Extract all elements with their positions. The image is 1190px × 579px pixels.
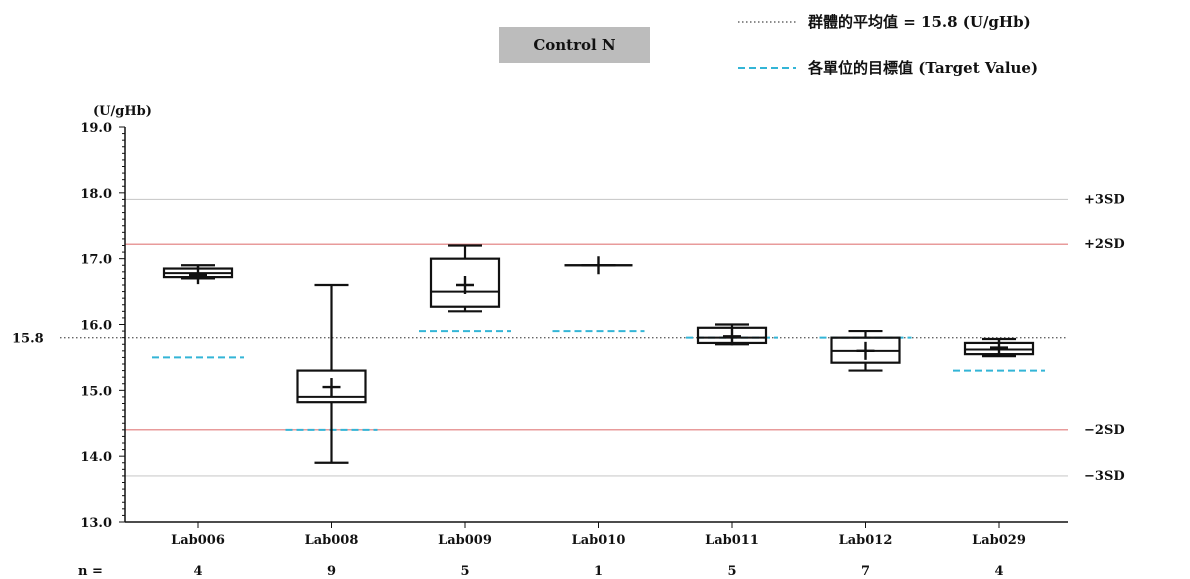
iqr-box xyxy=(296,369,367,404)
legend: 群體的平均值 = 15.8 (U/gHb) 各單位的目標值 (Target Val… xyxy=(738,13,1038,77)
n-value: 1 xyxy=(594,564,603,579)
y-tick-label: 19.0 xyxy=(80,121,112,136)
y-tick-label: 14.0 xyxy=(80,450,112,465)
y-axis: 13.0 14.0 15.0 16.0 17.0 18.0 19.0 (U/gHb) xyxy=(80,104,152,531)
group-mean-label: 15.8 xyxy=(12,332,44,347)
y-tick-label: 17.0 xyxy=(80,253,112,268)
group-mean-line: 15.8 xyxy=(12,332,1068,347)
box-lab011 xyxy=(686,323,778,346)
n-value: 5 xyxy=(727,564,736,579)
boxes xyxy=(152,244,1045,464)
n-value: 7 xyxy=(861,564,870,579)
n-value: 4 xyxy=(193,564,202,579)
y-tick-label: 18.0 xyxy=(80,187,112,202)
n-label: n = xyxy=(78,564,103,579)
n-value: 4 xyxy=(994,564,1003,579)
n-value: 5 xyxy=(460,564,469,579)
y-tick-label: 15.0 xyxy=(80,384,112,399)
sd-label: −2SD xyxy=(1084,423,1125,438)
box-lab029 xyxy=(953,337,1045,372)
box-lab008 xyxy=(285,283,378,464)
box-lab006 xyxy=(152,264,244,359)
box-lab009 xyxy=(419,244,511,333)
x-tick-label: Lab011 xyxy=(705,533,759,548)
x-tick-label: Lab008 xyxy=(305,533,359,548)
x-tick-label: Lab029 xyxy=(972,533,1026,548)
x-tick-label: Lab009 xyxy=(438,533,492,548)
legend-entry: 各單位的目標值 (Target Value) xyxy=(807,59,1038,77)
n-value: 9 xyxy=(327,564,336,579)
y-tick-label: 13.0 xyxy=(80,516,112,531)
x-tick-label: Lab006 xyxy=(171,533,225,548)
x-axis: Lab006 4 Lab008 9 Lab009 5 Lab010 1 Lab011 5 Lab01… xyxy=(78,521,1068,579)
iqr-box xyxy=(429,257,501,308)
y-tick-label: 16.0 xyxy=(80,319,112,334)
x-tick-label: Lab012 xyxy=(839,533,893,548)
x-tick-label: Lab010 xyxy=(572,533,626,548)
sd-lines: +3SD +2SD −2SD −3SD xyxy=(125,192,1125,484)
box-lab012 xyxy=(819,329,912,372)
box-lab010 xyxy=(552,256,645,333)
chart-title: Control N xyxy=(499,27,650,63)
sd-label: −3SD xyxy=(1084,469,1125,484)
y-unit-label: (U/gHb) xyxy=(93,104,152,119)
sd-label: +3SD xyxy=(1084,192,1125,207)
legend-entry: 群體的平均值 = 15.8 (U/gHb) xyxy=(808,13,1031,31)
sd-label: +2SD xyxy=(1084,237,1125,252)
